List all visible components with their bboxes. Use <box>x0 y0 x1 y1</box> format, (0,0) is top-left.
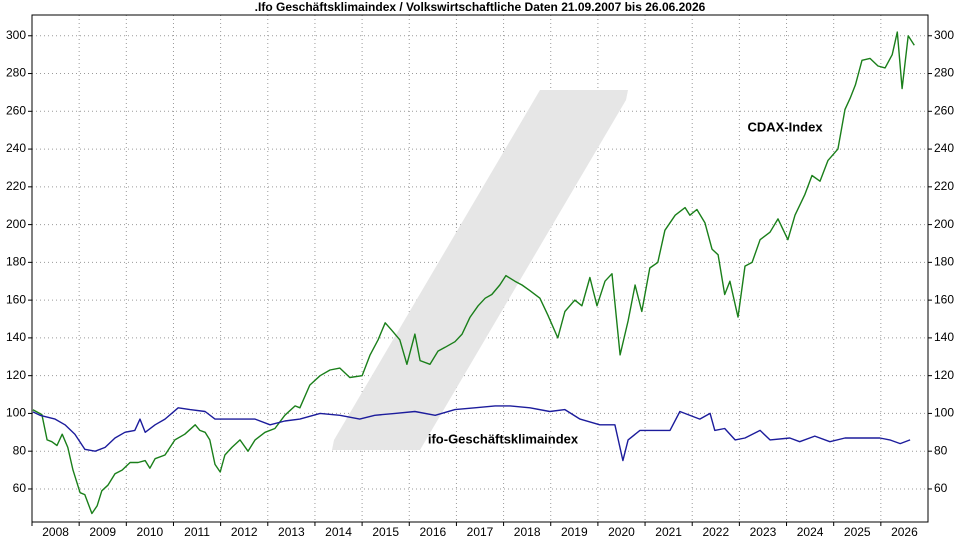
y-tick-label: 60 <box>934 481 948 495</box>
x-tick-label: 2016 <box>419 525 446 539</box>
y-tick-label: 240 <box>6 141 26 155</box>
x-tick-label: 2017 <box>467 525 494 539</box>
y-tick-label: 200 <box>6 217 26 231</box>
y-tick-label: 80 <box>934 443 948 457</box>
y-tick-label: 60 <box>13 481 27 495</box>
y-tick-label: 300 <box>934 28 954 42</box>
y-tick-label: 120 <box>934 368 954 382</box>
y-tick-label: 180 <box>934 255 954 269</box>
series-line <box>32 405 911 462</box>
y-tick-label: 100 <box>934 406 954 420</box>
y-tick-label: 160 <box>934 292 954 306</box>
x-tick-label: 2009 <box>89 525 116 539</box>
x-tick-label: 2015 <box>372 525 399 539</box>
y-tick-label: 140 <box>934 330 954 344</box>
y-tick-label: 180 <box>6 255 26 269</box>
x-tick-label: 2019 <box>561 525 588 539</box>
y-tick-label: 80 <box>13 443 27 457</box>
series-label: CDAX-Index <box>747 119 823 134</box>
x-tick-label: 2022 <box>702 525 729 539</box>
x-tick-label: 2010 <box>137 525 164 539</box>
x-tick-label: 2012 <box>231 525 258 539</box>
y-tick-label: 220 <box>934 179 954 193</box>
x-tick-label: 2014 <box>325 525 352 539</box>
chart-title: .Ifo Geschäftsklimaindex / Volkswirtscha… <box>255 0 706 14</box>
y-tick-label: 280 <box>6 66 26 80</box>
x-tick-label: 2024 <box>797 525 824 539</box>
y-tick-label: 220 <box>6 179 26 193</box>
y-tick-label: 300 <box>6 28 26 42</box>
x-tick-label: 2013 <box>278 525 305 539</box>
y-tick-label: 260 <box>6 103 26 117</box>
y-tick-label: 140 <box>6 330 26 344</box>
y-tick-label: 240 <box>934 141 954 155</box>
x-tick-label: 2008 <box>42 525 69 539</box>
y-tick-label: 160 <box>6 292 26 306</box>
plot-border <box>31 14 929 523</box>
y-tick-label: 280 <box>934 66 954 80</box>
series-label: ifo-Geschäftsklimaindex <box>428 431 579 446</box>
y-tick-label: 200 <box>934 217 954 231</box>
series-line <box>32 31 915 515</box>
x-tick-label: 2020 <box>608 525 635 539</box>
x-tick-label: 2018 <box>514 525 541 539</box>
x-tick-label: 2023 <box>750 525 777 539</box>
x-tick-label: 2011 <box>184 525 210 539</box>
x-tick-label: 2021 <box>655 525 682 539</box>
y-tick-label: 260 <box>934 103 954 117</box>
x-tick-label: 2026 <box>891 525 918 539</box>
y-tick-label: 120 <box>6 368 26 382</box>
y-tick-label: 100 <box>6 406 26 420</box>
x-tick-label: 2025 <box>844 525 871 539</box>
